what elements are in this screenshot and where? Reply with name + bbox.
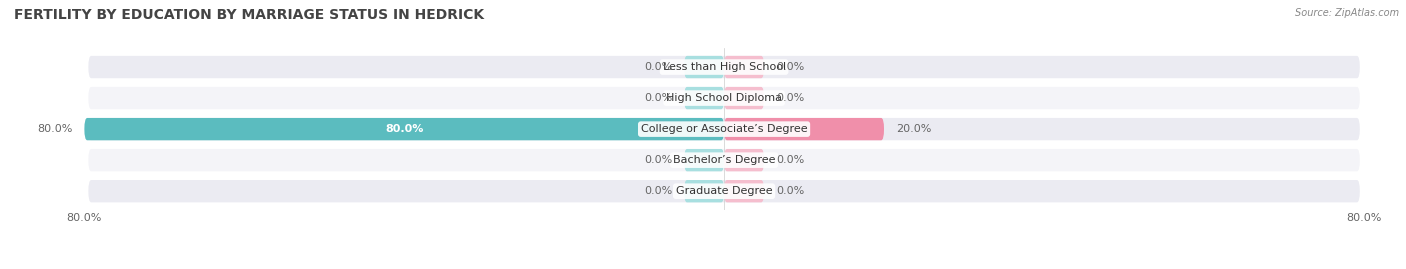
FancyBboxPatch shape [89,87,1360,109]
Text: 0.0%: 0.0% [644,93,672,103]
FancyBboxPatch shape [685,149,724,171]
Text: 0.0%: 0.0% [644,155,672,165]
Text: Less than High School: Less than High School [662,62,786,72]
FancyBboxPatch shape [685,87,724,109]
Text: High School Diploma: High School Diploma [666,93,782,103]
Text: 0.0%: 0.0% [644,186,672,196]
Text: 0.0%: 0.0% [644,62,672,72]
FancyBboxPatch shape [89,149,1360,171]
Text: 0.0%: 0.0% [776,186,804,196]
Text: 0.0%: 0.0% [776,93,804,103]
Text: Graduate Degree: Graduate Degree [676,186,772,196]
FancyBboxPatch shape [685,180,724,202]
FancyBboxPatch shape [89,56,1360,78]
Text: Source: ZipAtlas.com: Source: ZipAtlas.com [1295,8,1399,18]
Text: College or Associate’s Degree: College or Associate’s Degree [641,124,807,134]
FancyBboxPatch shape [724,87,763,109]
Text: 80.0%: 80.0% [37,124,72,134]
FancyBboxPatch shape [724,118,884,140]
FancyBboxPatch shape [89,118,1360,140]
Text: 0.0%: 0.0% [776,62,804,72]
Text: 20.0%: 20.0% [896,124,931,134]
FancyBboxPatch shape [685,56,724,78]
FancyBboxPatch shape [724,180,763,202]
Text: FERTILITY BY EDUCATION BY MARRIAGE STATUS IN HEDRICK: FERTILITY BY EDUCATION BY MARRIAGE STATU… [14,8,484,22]
FancyBboxPatch shape [89,180,1360,202]
Text: Bachelor’s Degree: Bachelor’s Degree [673,155,775,165]
FancyBboxPatch shape [84,118,724,140]
Text: 0.0%: 0.0% [776,155,804,165]
FancyBboxPatch shape [724,149,763,171]
FancyBboxPatch shape [724,56,763,78]
Text: 80.0%: 80.0% [385,124,423,134]
